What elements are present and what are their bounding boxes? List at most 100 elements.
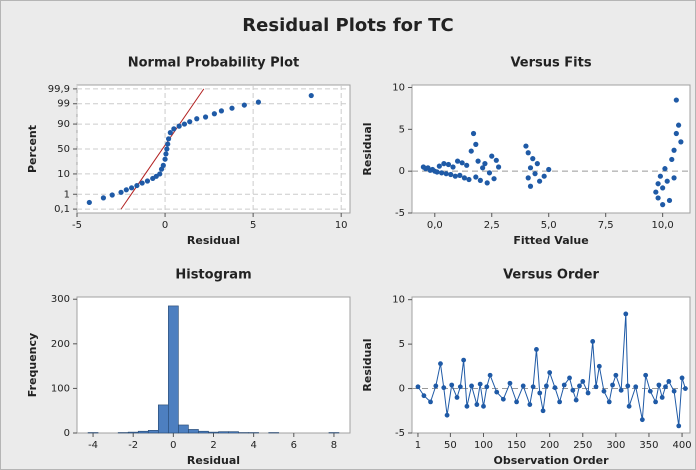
point <box>530 156 536 162</box>
point <box>474 402 480 407</box>
x-tick-label: 10 <box>335 220 348 231</box>
point <box>486 170 493 176</box>
x-tick-label: -4 <box>88 440 98 451</box>
point <box>464 162 470 168</box>
point <box>457 384 463 390</box>
point <box>596 363 602 369</box>
panel-title: Histogram <box>175 268 251 283</box>
point <box>229 105 235 111</box>
point <box>610 382 615 388</box>
point <box>134 182 140 189</box>
point <box>461 175 468 181</box>
y-tick-label: 90 <box>57 119 70 130</box>
point <box>525 150 531 156</box>
x-tick-label: -2 <box>128 440 138 451</box>
x-tick-label: 7,5 <box>598 220 614 231</box>
x-axis-label: Fitted Value <box>513 234 588 247</box>
x-tick-label: 8 <box>331 440 337 451</box>
point <box>570 387 576 393</box>
point <box>527 402 533 407</box>
point <box>441 161 447 167</box>
point <box>682 386 688 391</box>
point <box>157 171 163 177</box>
y-tick-label: 300 <box>51 294 70 305</box>
y-tick-label: 10 <box>392 83 405 94</box>
x-tick-label: 100 <box>474 440 493 451</box>
point <box>633 384 639 390</box>
point <box>671 147 677 153</box>
plot-area <box>411 296 691 434</box>
point <box>473 174 479 180</box>
point <box>448 171 454 178</box>
point <box>494 389 500 395</box>
point <box>520 383 526 389</box>
point <box>481 403 486 409</box>
point <box>461 357 467 363</box>
x-axis-label: Residual <box>187 454 240 467</box>
y-tick-label: 99,9 <box>48 84 70 95</box>
x-tick-label: 5,0 <box>541 220 557 231</box>
y-tick-label: 10 <box>57 169 70 180</box>
point <box>444 412 450 418</box>
point <box>477 177 483 183</box>
x-tick-label: 150 <box>507 440 526 451</box>
point <box>507 380 513 386</box>
point <box>428 399 433 405</box>
x-tick-label: 250 <box>573 440 592 451</box>
point <box>671 388 677 394</box>
point <box>202 114 209 120</box>
point <box>525 175 531 181</box>
bar <box>168 305 179 434</box>
point <box>676 122 682 128</box>
point <box>546 166 552 173</box>
point <box>547 370 553 375</box>
point <box>655 181 661 187</box>
point <box>601 388 607 394</box>
point <box>475 158 481 164</box>
point <box>664 178 670 184</box>
point <box>606 399 612 405</box>
y-tick-label: 200 <box>51 339 70 350</box>
y-tick-label: 0 <box>64 428 70 439</box>
point <box>666 197 673 204</box>
y-axis-label: Percent <box>26 125 39 173</box>
point <box>165 141 171 147</box>
point <box>527 183 534 189</box>
point <box>109 192 115 198</box>
point <box>577 383 582 389</box>
point <box>171 126 177 132</box>
point <box>660 202 666 208</box>
point <box>532 171 538 177</box>
point <box>653 399 658 405</box>
point <box>523 143 529 149</box>
point <box>540 408 546 414</box>
point <box>187 119 193 125</box>
point <box>421 393 427 399</box>
point <box>470 130 477 137</box>
point <box>489 153 495 159</box>
point <box>181 121 188 127</box>
point <box>659 395 665 400</box>
x-tick-label: -5 <box>72 220 82 231</box>
point <box>567 375 572 381</box>
point <box>623 311 629 317</box>
x-tick-label: 50 <box>444 440 457 451</box>
y-tick-label: 0,1 <box>54 204 70 215</box>
point <box>484 384 490 390</box>
point <box>613 372 619 378</box>
point <box>657 173 663 179</box>
point <box>537 390 543 396</box>
point <box>454 395 460 400</box>
point <box>457 172 463 178</box>
point <box>438 361 443 367</box>
y-tick-label: -5 <box>395 428 405 439</box>
point <box>660 185 666 191</box>
point <box>434 169 440 175</box>
point <box>543 383 549 389</box>
point <box>678 139 684 145</box>
point <box>167 130 173 136</box>
bar <box>188 429 199 434</box>
point <box>176 123 182 129</box>
y-tick-label: 0 <box>399 166 405 177</box>
